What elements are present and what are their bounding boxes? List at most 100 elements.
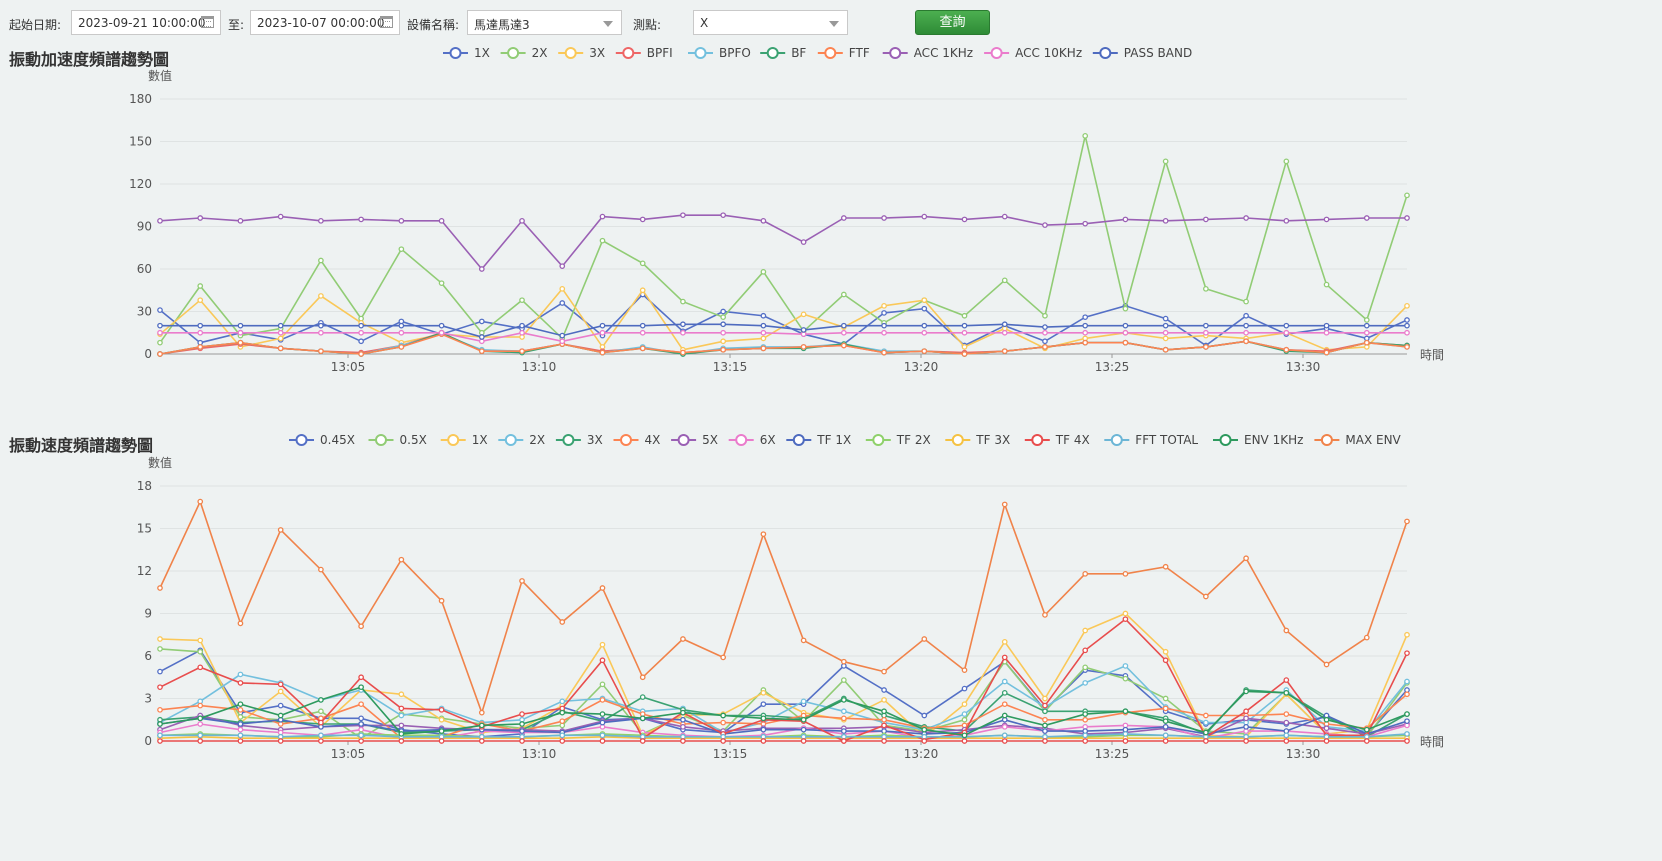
device-select[interactable]: 馬達馬達3 [467,10,622,35]
data-point [881,302,887,309]
data-point [881,329,887,336]
legend-item[interactable]: ACC 10KHz [984,46,1082,60]
legend-item[interactable]: FTF [817,46,870,60]
data-point [1323,349,1330,356]
legend-marker [1320,434,1333,446]
point-select[interactable]: X [693,10,848,35]
legend-item[interactable]: ENV 1KHz [1213,433,1303,447]
data-point [197,702,204,709]
data-point [1162,346,1169,353]
legend-label: BPFI [647,46,673,60]
x-tick-label: 13:20 [904,747,939,761]
query-button[interactable]: 查詢 [915,10,990,35]
data-point [1042,324,1048,330]
data-point [157,636,163,642]
x-axis-label: 時間 [1420,735,1444,749]
legend-marker [872,434,885,446]
data-point [599,697,606,703]
data-point [760,689,767,696]
legend-marker [504,434,517,446]
legend-label: TF 3X [975,433,1010,447]
data-point [720,212,727,219]
data-point [237,329,244,336]
legend-item[interactable]: BPFI [615,46,673,60]
data-point [1082,570,1089,577]
data-point [157,721,163,727]
data-point [197,344,204,350]
data-point [197,322,204,329]
legend-item[interactable]: TF 1X [786,433,851,447]
legend-marker [375,434,387,446]
data-point [1404,631,1410,638]
y-tick-label: 60 [137,262,152,276]
data-point [840,342,847,349]
chart-title-acceleration: 振動加速度頻譜趨勢圖 [9,50,170,69]
legend-label: 2X [532,46,548,60]
data-point [1283,738,1290,744]
legend-item[interactable]: 0.45X [289,433,355,447]
data-point [1001,723,1008,730]
data-point [519,329,525,336]
data-point [398,738,405,744]
legend-item[interactable]: BPFO [688,46,751,60]
end-date-input[interactable]: 2023-10-07 00:00:00 [250,10,400,35]
chevron-down-icon [603,21,613,27]
legend-item[interactable]: BF [760,46,806,60]
legend-item[interactable]: TF 3X [945,433,1010,447]
data-point [1243,555,1249,562]
legend-item[interactable]: 4X [613,433,661,447]
legend-item[interactable]: TF 4X [1024,433,1090,447]
data-point [720,738,727,744]
data-point [961,322,968,329]
start-date-label: 起始日期: [9,18,62,32]
legend-item[interactable]: MAX ENV [1314,433,1402,447]
x-tick-label: 13:10 [522,747,557,761]
legend-item[interactable]: 3X [555,433,603,447]
legend-item[interactable]: FFT TOTAL [1104,433,1198,447]
legend-item[interactable]: 2X [500,46,548,60]
start-date-input[interactable]: 2023-09-21 10:00:00 [71,10,221,35]
data-point [961,216,968,223]
data-point [237,721,244,727]
data-point [1404,192,1410,199]
legend-item[interactable]: 2X [498,433,545,447]
legend-item[interactable]: ACC 1KHz [882,46,973,60]
data-point [1283,711,1290,717]
calendar-icon[interactable] [380,16,393,28]
series-line [159,612,1408,738]
data-point [639,287,646,294]
legend-item[interactable]: 1X [440,433,488,447]
data-point [398,731,405,737]
legend-item[interactable]: 1X [443,46,490,60]
data-point [1323,281,1330,288]
data-point [1001,689,1008,696]
legend-marker [507,47,520,59]
data-point [519,711,525,717]
legend-item[interactable]: 0.5X [368,433,427,447]
data-point [197,648,204,655]
data-point [197,738,204,744]
data-point [720,654,727,661]
data-point [237,671,244,678]
legend-item[interactable]: 6X [728,433,776,447]
legend-item[interactable]: 5X [671,433,718,447]
data-point [1243,738,1249,744]
data-point [398,246,405,253]
data-point [1042,329,1048,336]
data-point [1082,711,1089,717]
data-point [1404,691,1410,698]
x-tick-label: 13:30 [1286,360,1321,374]
data-point [800,344,807,350]
data-point [921,726,928,733]
data-point [760,329,767,336]
data-point [720,329,727,336]
data-point [921,213,928,220]
data-point [1162,217,1169,224]
data-point [318,697,324,703]
legend-item[interactable]: TF 2X [865,433,931,447]
calendar-icon[interactable] [201,16,214,28]
legend-item[interactable]: PASS BAND [1092,46,1192,60]
legend-item[interactable]: 3X [558,46,605,60]
